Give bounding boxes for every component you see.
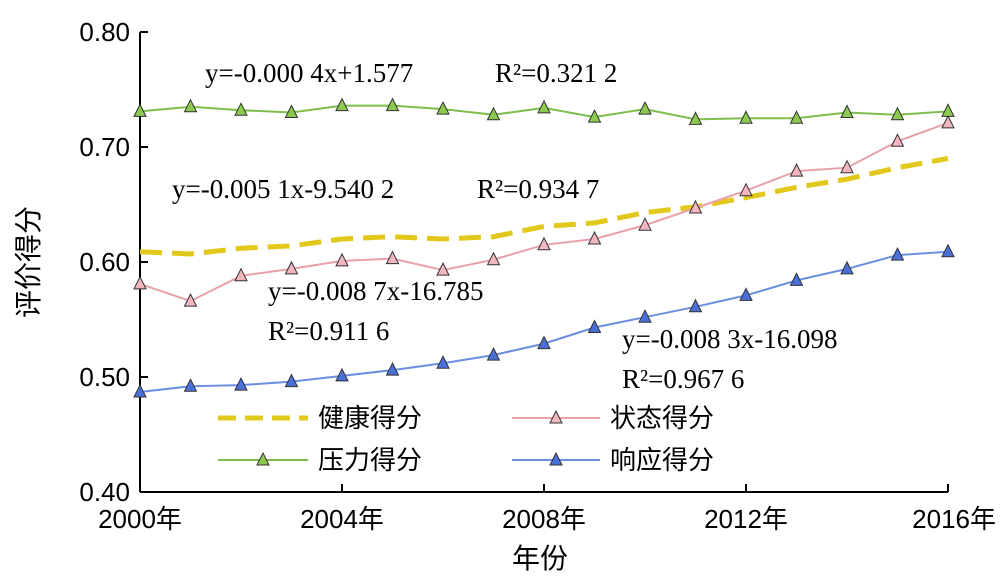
data-point [385, 250, 400, 265]
annotation-equation-response: y=-0.008 3x-16.098 [622, 324, 837, 354]
data-point [840, 159, 854, 174]
series-2 [133, 97, 955, 125]
data-point [739, 110, 753, 124]
data-point [840, 104, 854, 118]
x-tick-label: 2008年 [502, 504, 586, 534]
annotation-equation-health: y=-0.005 1x-9.540 2 [172, 174, 394, 204]
data-point [436, 355, 450, 369]
data-point [284, 104, 299, 118]
data-point [133, 383, 147, 398]
legend-marker-state [549, 409, 563, 424]
annotation-r2-state: R²=0.911 6 [268, 316, 389, 346]
legend-marker-pressure [256, 451, 270, 466]
data-point [133, 275, 147, 290]
data-point [638, 100, 652, 115]
data-point [385, 97, 400, 112]
data-point [789, 110, 804, 124]
x-tick-label: 2016年 [912, 504, 996, 534]
data-point [385, 361, 400, 376]
data-point [688, 111, 703, 125]
data-point [335, 367, 349, 382]
data-point [335, 97, 349, 112]
data-point [537, 99, 551, 114]
data-point [133, 103, 147, 117]
data-point [890, 246, 905, 261]
data-point [183, 378, 198, 392]
data-point [183, 292, 198, 307]
data-point [587, 108, 602, 123]
data-point [234, 376, 248, 391]
y-axis-ticks: 0.40 0.50 0.60 0.70 0.80 [79, 17, 148, 507]
annotation-equation-state: y=-0.008 7x-16.785 [268, 276, 483, 306]
data-point [436, 100, 450, 115]
series-1 [133, 114, 955, 307]
data-point [486, 251, 501, 266]
legend-item-pressure: 压力得分 [218, 446, 422, 476]
x-tick-label: 2000年 [98, 504, 182, 534]
regression-annotations: y=-0.000 4x+1.577 R²=0.321 2 y=-0.005 1x… [172, 58, 837, 394]
series-line [139, 156, 949, 257]
legend-label-pressure: 压力得分 [318, 446, 422, 476]
annotation-r2-response: R²=0.967 6 [622, 364, 744, 394]
data-point [638, 309, 652, 323]
x-tick-label: 2004年 [300, 504, 384, 534]
data-point [941, 114, 955, 129]
data-point [941, 103, 955, 117]
data-point [537, 335, 551, 350]
data-point [789, 162, 804, 177]
data-point [587, 319, 602, 333]
annotation-r2-pressure: R²=0.321 2 [495, 58, 617, 88]
legend-item-health: 健康得分 [218, 404, 422, 434]
data-point [436, 261, 450, 276]
data-point [890, 106, 905, 121]
series-3 [133, 243, 955, 398]
legend-label-response: 响应得分 [610, 446, 714, 476]
data-point [284, 260, 299, 275]
annotation-r2-health: R²=0.934 7 [477, 174, 599, 204]
y-tick-label: 0.80 [79, 17, 130, 47]
data-point [688, 199, 703, 214]
data-point [840, 260, 854, 275]
legend-marker-response [549, 451, 563, 466]
data-point [890, 133, 905, 147]
data-point [688, 298, 703, 313]
legend-item-response: 响应得分 [512, 446, 714, 476]
data-point [587, 230, 602, 245]
y-tick-label: 0.70 [79, 132, 130, 162]
data-point [638, 217, 652, 231]
legend-label-state: 状态得分 [610, 404, 714, 434]
data-point [234, 102, 248, 116]
y-tick-label: 0.60 [79, 247, 130, 277]
legend-item-state: 状态得分 [512, 404, 714, 434]
series-0 [139, 156, 949, 257]
data-point [234, 267, 248, 282]
x-tick-label: 2012年 [704, 504, 788, 534]
data-point [335, 252, 349, 267]
data-point [739, 287, 753, 301]
data-point [486, 106, 501, 121]
annotation-equation-pressure: y=-0.000 4x+1.577 [205, 58, 413, 88]
data-point [789, 272, 804, 286]
y-tick-label: 0.40 [79, 477, 130, 507]
y-tick-label: 0.50 [79, 362, 130, 392]
legend: 健康得分 状态得分 压力得分 响应得分 [218, 404, 714, 476]
data-point [284, 373, 299, 388]
data-point [739, 182, 753, 197]
data-point [537, 236, 551, 251]
data-point [486, 346, 501, 361]
y-axis-title: 评价得分 [12, 206, 45, 318]
data-point [941, 243, 955, 258]
data-point [183, 98, 198, 113]
legend-label-health: 健康得分 [318, 404, 422, 434]
series-layer [133, 97, 955, 398]
x-axis-title: 年份 [512, 542, 568, 575]
x-axis-ticks: 2000年 2004年 2008年 2012年 2016年 [98, 484, 996, 534]
